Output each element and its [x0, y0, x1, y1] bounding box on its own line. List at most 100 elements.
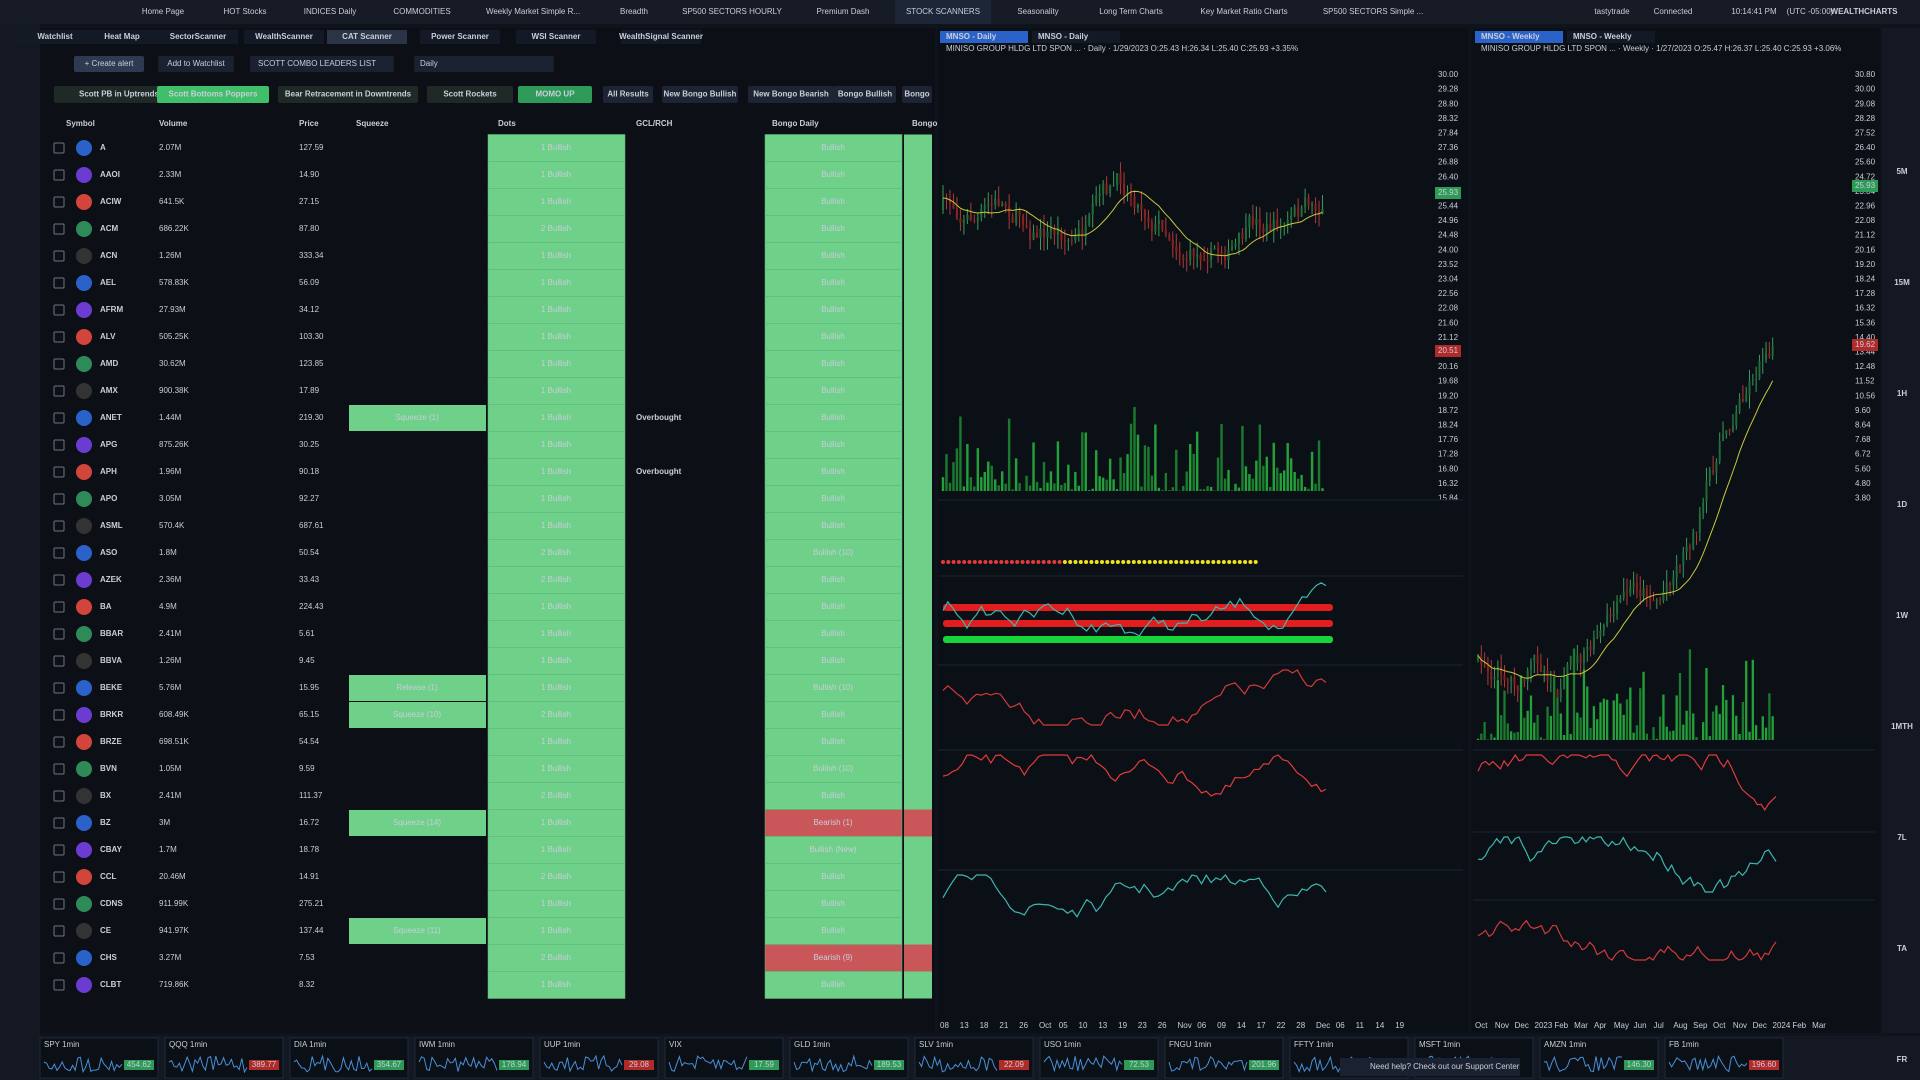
create-alert[interactable]: + Create alert — [85, 59, 134, 68]
ticker-card[interactable] — [289, 1037, 409, 1079]
symbol[interactable]: ASML — [100, 521, 123, 530]
filter-label[interactable]: Bongo Bullish — [838, 90, 892, 99]
watchlist-tab[interactable] — [15, 30, 95, 44]
filter-label[interactable]: All Results — [607, 90, 649, 99]
button[interactable] — [74, 56, 144, 72]
filter-label[interactable]: Scott PB in Uptrends — [79, 90, 160, 99]
nav-tab[interactable]: HOT Stocks — [224, 7, 267, 16]
symbol[interactable]: APG — [100, 440, 117, 449]
chart-tab[interactable] — [1567, 31, 1655, 43]
ticker-card[interactable] — [664, 1037, 784, 1079]
timeframe[interactable]: 1W — [1896, 611, 1908, 620]
symbol[interactable]: AMD — [100, 359, 118, 368]
watchlist-tab[interactable] — [516, 30, 596, 44]
symbol[interactable]: BX — [100, 791, 112, 800]
symbol[interactable]: BRZE — [100, 737, 122, 746]
add-watchlist[interactable]: Add to Watchlist — [167, 59, 225, 68]
symbol[interactable]: ALV — [100, 332, 116, 341]
symbol[interactable]: AAOI — [100, 170, 120, 179]
checkbox[interactable] — [53, 709, 65, 721]
symbol[interactable]: BA — [100, 602, 112, 611]
watchlist-tab[interactable] — [621, 30, 701, 44]
watchlist-tab-label[interactable]: WSI Scanner — [532, 32, 581, 41]
ticker-card[interactable] — [39, 1037, 159, 1079]
checkbox[interactable] — [53, 763, 65, 775]
watchlist-tab-label[interactable]: SectorScanner — [170, 32, 226, 41]
symbol[interactable]: ACM — [100, 224, 119, 233]
checkbox[interactable] — [53, 655, 65, 667]
symbol[interactable]: CCL — [100, 872, 117, 881]
checkbox[interactable] — [53, 952, 65, 964]
checkbox[interactable] — [53, 790, 65, 802]
checkbox[interactable] — [53, 925, 65, 937]
watchlist-tab-label[interactable]: Power Scanner — [431, 32, 489, 41]
symbol[interactable]: APH — [100, 467, 117, 476]
checkbox[interactable] — [53, 601, 65, 613]
symbol[interactable]: APO — [100, 494, 117, 503]
interval-select[interactable]: Daily — [420, 59, 438, 68]
checkbox[interactable] — [53, 736, 65, 748]
checkbox[interactable] — [53, 250, 65, 262]
watchlist-tab-label[interactable]: Heat Map — [104, 32, 140, 41]
filter-chip[interactable] — [662, 86, 738, 103]
checkbox[interactable] — [53, 547, 65, 559]
symbol[interactable]: BRKR — [100, 710, 123, 719]
checkbox[interactable] — [53, 223, 65, 235]
checkbox[interactable] — [53, 628, 65, 640]
nav-tab[interactable]: Home Page — [142, 7, 185, 16]
chart-tab-label[interactable]: MNSO - Daily — [1038, 32, 1089, 41]
chart-tab[interactable] — [940, 31, 1028, 43]
checkbox[interactable] — [53, 466, 65, 478]
symbol[interactable]: AEL — [100, 278, 116, 287]
symbol[interactable]: CBAY — [100, 845, 123, 854]
watchlist-tab-label[interactable]: Watchlist — [37, 32, 73, 41]
chart-tab[interactable] — [1475, 31, 1563, 43]
button[interactable] — [158, 56, 234, 72]
timeframe[interactable]: 15M — [1894, 278, 1910, 287]
watchlist-tab-label[interactable]: CAT Scanner — [342, 32, 392, 41]
checkbox[interactable] — [53, 277, 65, 289]
timeframe[interactable]: 1MTH — [1891, 722, 1913, 731]
dropdown[interactable] — [250, 56, 394, 72]
symbol[interactable]: BBAR — [100, 629, 123, 638]
symbol[interactable]: AMX — [100, 386, 118, 395]
filter-label[interactable]: New Bongo Bearish — [753, 90, 829, 99]
nav-tab[interactable]: Key Market Ratio Charts — [1200, 7, 1287, 16]
nav-tab[interactable]: SP500 SECTORS Simple ... — [1323, 7, 1423, 16]
filter-chip[interactable] — [603, 86, 653, 103]
checkbox[interactable] — [53, 142, 65, 154]
watchlist-tab-label[interactable]: WealthScanner — [255, 32, 313, 41]
checkbox[interactable] — [53, 844, 65, 856]
timeframe[interactable]: TA — [1897, 944, 1907, 953]
help-link[interactable]: Need help? Check out our Support Center — [1370, 1062, 1520, 1071]
nav-tab[interactable]: Premium Dash — [817, 7, 870, 16]
symbol[interactable]: BZ — [100, 818, 111, 827]
checkbox[interactable] — [53, 979, 65, 991]
symbol[interactable]: ANET — [100, 413, 122, 422]
timeframe[interactable]: 7L — [1897, 833, 1906, 842]
filter-chip[interactable] — [518, 86, 592, 103]
filter-label[interactable]: Bear Retracement in Downtrends — [285, 90, 412, 99]
symbol[interactable]: A — [100, 143, 106, 152]
checkbox[interactable] — [53, 682, 65, 694]
filter-label[interactable]: Scott Rockets — [443, 90, 497, 99]
nav-tab[interactable]: Weekly Market Simple R... — [486, 7, 580, 16]
filter-chip[interactable] — [157, 86, 269, 103]
checkbox[interactable] — [53, 871, 65, 883]
checkbox[interactable] — [53, 358, 65, 370]
timeframe[interactable]: FR — [1897, 1055, 1908, 1064]
symbol[interactable]: ACN — [100, 251, 118, 260]
nav-tab[interactable]: Long Term Charts — [1099, 7, 1162, 16]
watchlist-tab-label[interactable]: WealthSignal Scanner — [619, 32, 703, 41]
checkbox[interactable] — [53, 493, 65, 505]
symbol[interactable]: AZEK — [100, 575, 122, 584]
timeframe[interactable]: 1H — [1897, 389, 1907, 398]
watchlist-tab[interactable] — [420, 30, 500, 44]
nav-tab[interactable]: COMMODITIES — [393, 7, 450, 16]
watchlist-tab[interactable] — [158, 30, 238, 44]
checkbox[interactable] — [53, 520, 65, 532]
checkbox[interactable] — [53, 439, 65, 451]
ticker-card[interactable] — [539, 1037, 659, 1079]
checkbox[interactable] — [53, 898, 65, 910]
nav-tab[interactable]: SP500 SECTORS HOURLY — [682, 7, 782, 16]
